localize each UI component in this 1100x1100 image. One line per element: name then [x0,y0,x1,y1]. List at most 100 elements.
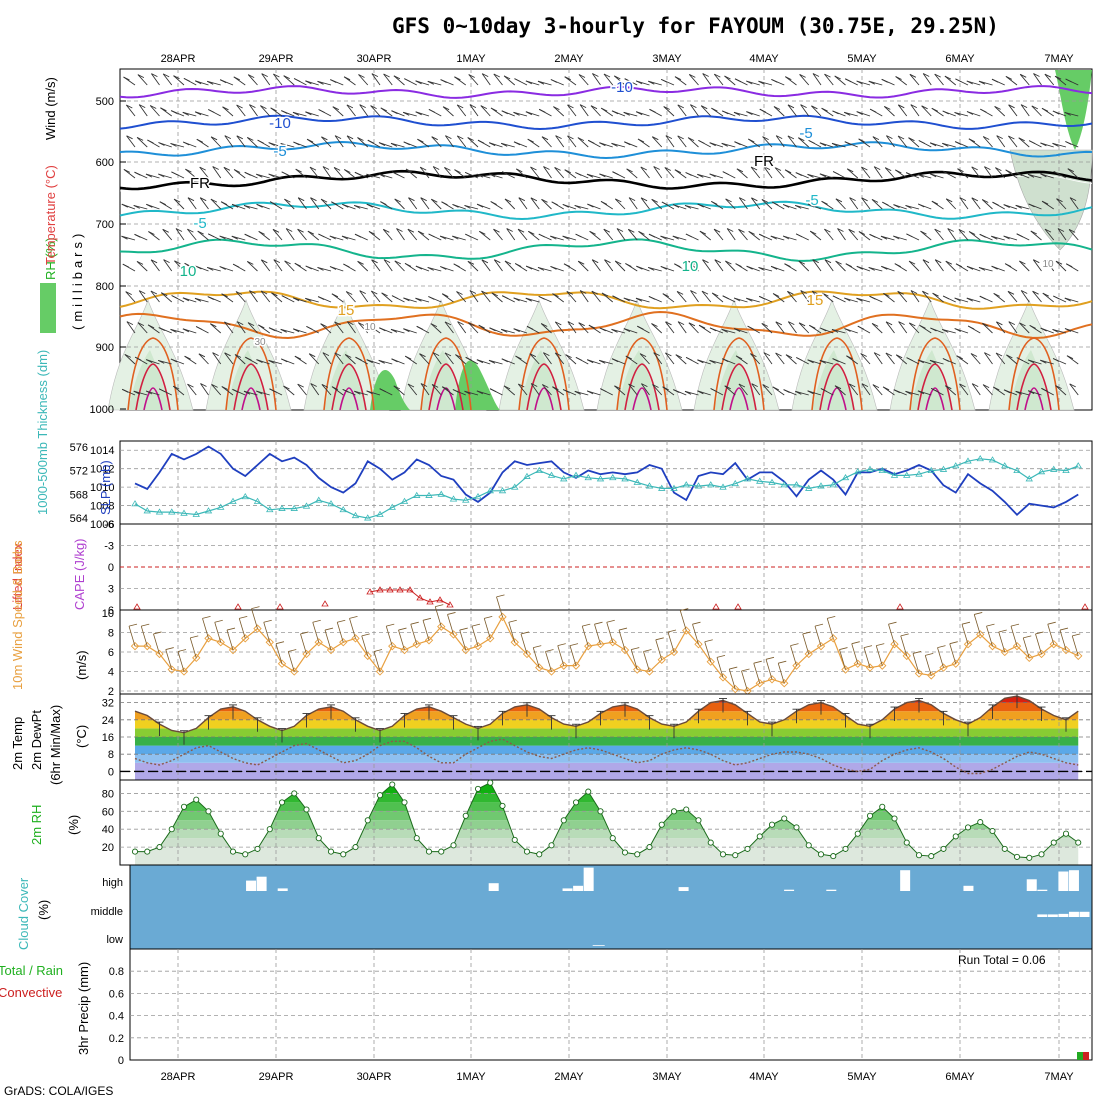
wind-barb-flag [1015,390,1022,395]
rh-point [352,844,359,851]
wind-barb-flag [795,233,803,238]
wind-barb [163,259,173,272]
wind-barb-flag [881,78,888,83]
wind-barb [725,198,736,210]
wind-barb-flag [1005,169,1012,174]
wind-barb [762,384,773,396]
wind-barb [958,229,969,241]
wind-barb-flag [219,79,227,84]
wind-barb [664,167,675,179]
wind-barb-flag [221,293,228,298]
wind-barb-flag [612,295,619,300]
wind-barb-flag [541,198,548,203]
bottom-date-label: 29APR [259,1071,294,1083]
cloud-bar-high [1026,879,1037,891]
wind-barb [175,228,185,241]
wind-barb [653,352,663,365]
rh-point [879,803,886,810]
wind-barb-flag [415,111,422,116]
wind-barb-flag [848,383,856,388]
rh-point [866,812,874,819]
wind-barb-flag [212,352,219,357]
thickness-point [976,455,984,462]
axis-tick-label: 1012 [90,464,114,476]
wind-barb-flag [994,105,1001,110]
wind-barb-flag [1064,297,1072,302]
wind-speed-point [939,663,948,672]
wind-barb-flag [404,262,412,267]
wind-barb-flag [761,322,769,327]
thickness-point [376,510,384,517]
wind-barb [307,230,320,241]
rh-point [609,835,616,842]
wind-barb-flag [992,201,999,206]
wind-barb-flag [761,198,769,203]
wind-barb [873,352,883,365]
rh-point [683,806,690,813]
wind-barb [578,322,589,334]
wind-barb [396,228,405,241]
wind-barb-flag [971,197,979,202]
wind-barb-flag [504,198,512,203]
wind-barb [417,230,430,241]
wind-barb-flag [379,388,386,393]
wind-barb [688,260,699,272]
wind-barb [1044,228,1055,241]
wind-barb [431,136,442,148]
wind-barb-flag [332,106,340,111]
wind-barb-flag [121,388,129,393]
wind-barb-flag [281,295,289,300]
thickness-point [204,507,213,514]
wind-barb-flag [383,73,390,78]
wind-barb [885,352,895,365]
precip-label-total: Total / Rain [0,963,63,978]
wind-barb [420,383,430,396]
wind-barb [125,104,136,117]
contour-35 [632,387,652,411]
wind-barb [701,290,712,303]
cloud-bar-high [1037,889,1048,891]
surface-wind-barb [839,649,846,670]
wind-barb-flag [807,359,814,364]
wind-barb-flag [354,390,361,395]
wind-barb-flag [1028,203,1035,208]
wind-barb-flag [1052,110,1060,115]
contour-35 [729,387,749,411]
wind-barb [554,352,565,365]
wind-barb [577,260,589,272]
wind-barb-flag [758,266,765,271]
wind-barb-flag [322,166,330,170]
wind-barb-flag [905,172,913,177]
temp-band [135,711,1079,720]
surface-wind-barb-flag [863,645,873,648]
wind-barb-flag [334,135,342,140]
axis-tick-label: 564 [70,513,88,525]
cloud-bar-middle [1079,911,1090,917]
surface-wind-barb-flag [435,604,444,608]
wind-barb [917,173,932,179]
wind-barb [868,266,883,272]
wind-barb-flag [292,297,300,302]
wind-barb-flag [773,106,781,110]
wind-barb-flag [404,78,411,83]
wind-speed-point [473,641,483,651]
wind-barb [292,111,307,117]
wind-barb-flag [648,295,656,300]
surface-wind-barb-flag [349,615,358,619]
wind-barb-flag [236,135,244,140]
wind-barb [197,230,209,241]
wind-barb-flag [848,228,855,233]
wind-barb [503,385,516,396]
wind-barb [185,168,197,179]
surface-wind-barb [398,629,405,651]
wind-barb [566,291,577,303]
wind-barb-flag [660,235,667,240]
precip-label: 3hr Precip (mm) [76,962,91,1055]
wind-barb-flag [515,355,522,360]
wind-barb-flag [530,383,538,387]
surface-wind-barb-flag [618,627,628,631]
cape-label: CAPE (J/kg) [72,538,87,610]
wind-barb-flag [1007,290,1015,295]
